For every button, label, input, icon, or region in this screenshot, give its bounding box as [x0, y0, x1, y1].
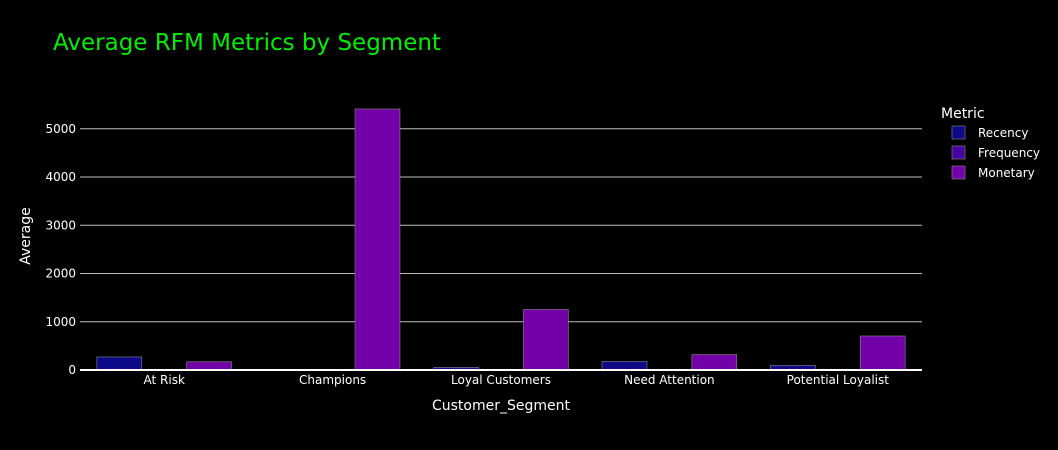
bar-monetary-champions: [354, 108, 401, 371]
legend-label-recency[interactable]: Recency: [978, 126, 1028, 140]
gridlines: [80, 128, 922, 323]
legend-title: Metric: [941, 106, 985, 122]
legend-label-monetary[interactable]: Monetary: [978, 166, 1035, 180]
bar-recency-at-risk: [96, 356, 143, 371]
legend-label-frequency[interactable]: Frequency: [978, 146, 1040, 160]
bar-monetary-need-attention: [691, 354, 738, 371]
y-axis-title: Average: [18, 207, 34, 265]
x-tick-label: At Risk: [144, 373, 185, 387]
chart-title: Average RFM Metrics by Segment: [53, 30, 441, 56]
x-tick-label: Potential Loyalist: [787, 373, 890, 387]
y-tick-label: 5000: [45, 122, 76, 136]
legend-swatch-recency[interactable]: [951, 125, 966, 140]
y-tick-label: 2000: [45, 267, 76, 281]
legend: Metric Recency Frequency Monetary: [941, 106, 1040, 180]
bar-monetary-loyal-customers: [523, 309, 569, 371]
x-tick-labels: At Risk Champions Loyal Customers Need Atte…: [144, 373, 890, 387]
bar-monetary-potential-loyalist: [859, 335, 906, 371]
y-tick-label: 3000: [45, 218, 76, 232]
legend-swatch-monetary[interactable]: [951, 165, 966, 180]
y-tick-label: 4000: [45, 170, 76, 184]
bar-recency-need-attention: [601, 361, 648, 371]
y-tick-label: 0: [68, 363, 76, 377]
y-tick-labels: 0 1000 2000 3000 4000 5000: [45, 122, 76, 377]
x-tick-label: Champions: [299, 373, 366, 387]
x-tick-label: Need Attention: [624, 373, 715, 387]
legend-swatch-frequency[interactable]: [951, 145, 966, 160]
y-tick-label: 1000: [45, 315, 76, 329]
x-tick-label: Loyal Customers: [451, 373, 551, 387]
bars: [96, 108, 906, 371]
x-axis-title: Customer_Segment: [432, 398, 571, 414]
bar-monetary-at-risk: [186, 361, 232, 371]
